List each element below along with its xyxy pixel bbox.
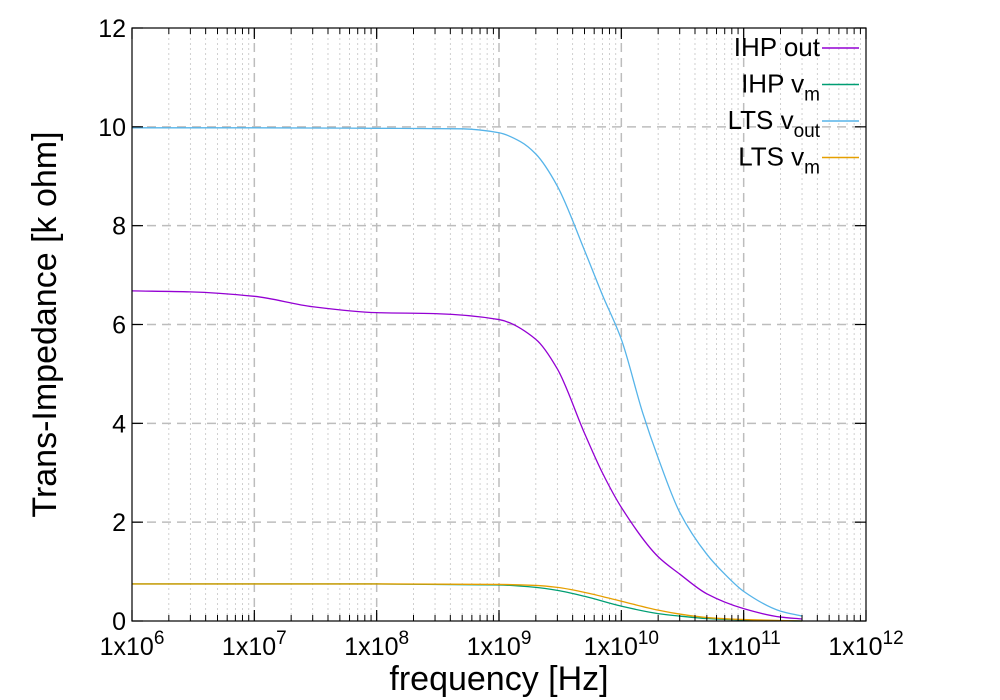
tick-label-layer: 1x106 1x107 1x108 1x109 1x1010 1x1011 1x1012 0 2… bbox=[98, 15, 903, 661]
grid-layer bbox=[132, 28, 866, 621]
x-tick-label: 1x109 bbox=[467, 628, 532, 661]
legend-label: IHP out bbox=[734, 32, 821, 62]
series-line-ihp-out bbox=[131, 290, 803, 620]
x-tick-label: 1x1010 bbox=[584, 628, 659, 661]
series-line-lts-vm bbox=[132, 583, 803, 622]
legend-item-ihp-out: IHP out bbox=[734, 32, 859, 62]
y-tick-label: 8 bbox=[112, 213, 126, 241]
x-tick-label: 1x106 bbox=[100, 628, 165, 661]
legend-item-lts-vm: LTS vm bbox=[738, 142, 859, 179]
y-axis-title: Trans-Impedance [k ohm] bbox=[26, 131, 64, 517]
y-tick-label: 6 bbox=[112, 312, 126, 340]
x-tick-label: 1x1012 bbox=[828, 628, 903, 661]
series-line-ihp-vm bbox=[132, 583, 803, 622]
y-tick-label: 10 bbox=[98, 114, 126, 142]
x-tick-label: 1x1011 bbox=[707, 628, 781, 661]
series-layer bbox=[131, 127, 803, 622]
x-axis-title: frequency [Hz] bbox=[389, 660, 608, 698]
y-tick-label: 2 bbox=[112, 509, 126, 537]
y-tick-label: 12 bbox=[98, 15, 126, 43]
x-tick-label: 1x107 bbox=[222, 628, 287, 661]
x-tick-label: 1x108 bbox=[344, 628, 409, 661]
tick-layer bbox=[131, 27, 867, 622]
legend-item-ihp-vm: IHP vm bbox=[741, 69, 859, 106]
y-tick-label: 4 bbox=[112, 410, 126, 438]
legend-label: IHP vm bbox=[741, 69, 820, 106]
legend-label: LTS vm bbox=[738, 142, 820, 179]
legend-label: LTS vout bbox=[728, 105, 821, 142]
y-tick-label: 0 bbox=[112, 608, 126, 636]
legend-item-lts-vout: LTS vout bbox=[728, 105, 859, 142]
series-line-lts-vout bbox=[132, 127, 803, 617]
